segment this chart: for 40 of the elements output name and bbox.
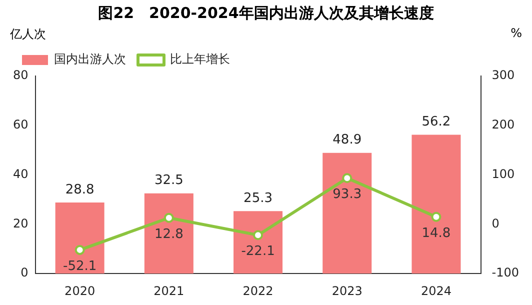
- y-axis-title: 亿人次: [10, 26, 46, 42]
- data-label: 12.8: [154, 226, 184, 242]
- x-tick-label: 2024: [420, 284, 452, 298]
- y2-axis-title: %: [510, 26, 522, 42]
- data-label: 48.9: [332, 132, 362, 148]
- y-tick-label: 0: [20, 266, 28, 280]
- x-tick-label: 2021: [154, 284, 184, 298]
- x-tick-label: 2020: [64, 284, 96, 298]
- point: [253, 230, 264, 240]
- data-label: 32.5: [154, 173, 184, 188]
- data-label: 93.3: [332, 186, 362, 202]
- x-tick-label: 2022: [242, 284, 274, 298]
- bar: [412, 134, 461, 274]
- data-label: 14.8: [422, 226, 451, 241]
- bar: [322, 152, 372, 274]
- y-tick-label: 60: [12, 118, 28, 132]
- bar: [55, 202, 104, 274]
- bar: [234, 211, 283, 274]
- legend-label: 比上年增长: [170, 52, 230, 66]
- chart-title: 图22 2020-2024年国内出游人次及其增长速度: [97, 3, 435, 24]
- y-tick-label: 40: [12, 166, 28, 181]
- data-label: 25.3: [244, 190, 272, 206]
- y-tick-label: 20: [12, 216, 28, 230]
- x-tick-label: 2023: [332, 284, 362, 298]
- legend-label: 国内出游人次: [54, 52, 126, 66]
- point: [164, 212, 174, 223]
- point: [342, 173, 352, 184]
- y2-tick-label: 100: [492, 166, 515, 181]
- data-label: 28.8: [65, 182, 94, 198]
- y2-tick-label: 300: [492, 68, 515, 82]
- point: [431, 212, 442, 222]
- y2-tick-label: -100: [492, 266, 519, 280]
- y2-tick-label: 0: [492, 216, 500, 230]
- bar: [144, 193, 194, 274]
- point: [74, 244, 85, 255]
- y2-tick-label: 200: [492, 118, 515, 132]
- data-label: -22.1: [241, 244, 275, 259]
- data-label: 56.2: [422, 114, 451, 130]
- y-tick-label: 80: [12, 68, 28, 82]
- data-label: -52.1: [63, 258, 97, 274]
